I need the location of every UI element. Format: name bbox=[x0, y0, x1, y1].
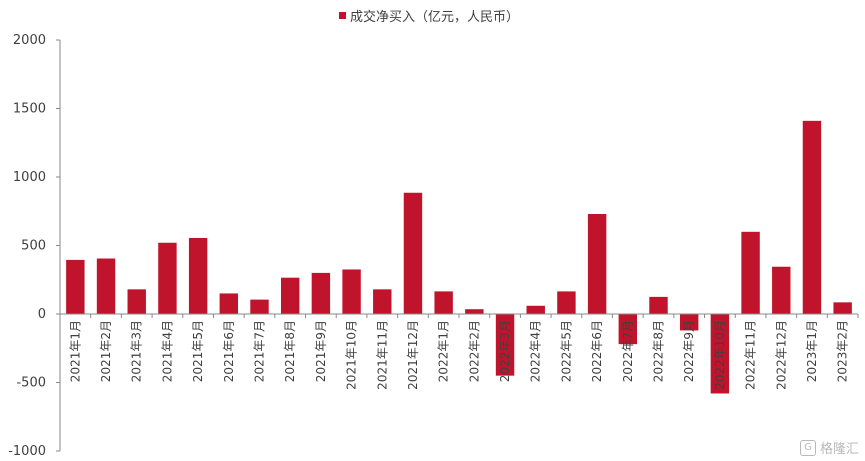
x-tick-label: 2021年10月 bbox=[345, 320, 359, 390]
bar bbox=[66, 259, 85, 314]
y-tick-label: 500 bbox=[21, 239, 46, 254]
x-tick-label: 2022年8月 bbox=[652, 320, 666, 382]
bar bbox=[679, 314, 699, 331]
x-tick-label: 2022年1月 bbox=[437, 320, 451, 382]
bar bbox=[434, 291, 453, 314]
legend-swatch bbox=[339, 12, 346, 19]
bar bbox=[802, 120, 822, 314]
x-tick-label: 2021年5月 bbox=[191, 320, 205, 382]
x-tick-label: 2022年11月 bbox=[744, 320, 758, 390]
x-tick-label: 2022年7月 bbox=[621, 320, 635, 382]
bar bbox=[342, 269, 361, 314]
x-tick-label: 2022年12月 bbox=[774, 320, 788, 390]
x-tick-label: 2022年2月 bbox=[467, 320, 481, 382]
x-tick-label: 2021年11月 bbox=[375, 320, 389, 390]
bar bbox=[311, 272, 331, 314]
legend: 成交净买入（亿元，人民币） bbox=[339, 6, 519, 25]
x-tick-label: 2021年7月 bbox=[253, 320, 267, 382]
x-tick-label: 2022年3月 bbox=[498, 320, 512, 382]
x-tick-label: 2023年1月 bbox=[805, 320, 819, 382]
y-tick-label: 1500 bbox=[13, 102, 46, 117]
bar bbox=[557, 291, 576, 314]
bar bbox=[465, 309, 484, 314]
watermark-logo-icon: G bbox=[799, 439, 816, 456]
bar bbox=[250, 299, 269, 314]
x-tick-label: 2021年8月 bbox=[283, 320, 297, 382]
x-tick-label: 2023年2月 bbox=[836, 320, 850, 382]
bar bbox=[158, 242, 177, 314]
bar bbox=[833, 302, 852, 314]
y-tick-label: 0 bbox=[38, 307, 46, 322]
bar bbox=[127, 289, 146, 314]
x-tick-label: 2021年3月 bbox=[130, 320, 144, 382]
bar bbox=[373, 289, 392, 314]
y-tick-label: 1000 bbox=[13, 170, 46, 185]
bar bbox=[188, 237, 208, 314]
watermark: G 格隆汇 bbox=[799, 438, 859, 457]
x-tick-label: 2021年4月 bbox=[160, 320, 174, 382]
x-tick-label: 2022年5月 bbox=[559, 320, 573, 382]
bar bbox=[649, 296, 668, 314]
bar bbox=[495, 314, 515, 376]
x-tick-label: 2022年4月 bbox=[529, 320, 543, 382]
y-tick-label: -1000 bbox=[8, 444, 46, 459]
bar bbox=[741, 231, 760, 314]
x-tick-label: 2022年6月 bbox=[590, 320, 604, 382]
bar bbox=[219, 293, 239, 314]
bars bbox=[66, 120, 852, 394]
bar bbox=[587, 213, 607, 314]
bar bbox=[772, 266, 791, 314]
x-tick-label: 2022年10月 bbox=[713, 320, 727, 390]
y-tick-label: 2000 bbox=[13, 33, 46, 48]
bar bbox=[618, 314, 638, 345]
x-axis: 2021年1月 2021年2月 2021年3月 2021年4月 2021年5月 2021年… bbox=[59, 313, 859, 390]
x-tick-label: 2021年1月 bbox=[68, 320, 82, 382]
y-tick-label: -500 bbox=[16, 376, 46, 391]
watermark-text: 格隆汇 bbox=[819, 442, 859, 457]
legend-label: 成交净买入（亿元，人民币） bbox=[350, 10, 520, 25]
x-tick-label: 2021年9月 bbox=[314, 320, 328, 382]
bar bbox=[710, 314, 730, 394]
x-tick-label: 2021年12月 bbox=[406, 320, 420, 390]
y-axis: -1000 -500 0 500 1000 1500 2000 bbox=[8, 33, 61, 459]
x-tick-label: 2021年2月 bbox=[99, 320, 113, 382]
bar bbox=[96, 258, 116, 314]
bar bbox=[280, 277, 300, 314]
bar bbox=[526, 305, 545, 314]
bar bbox=[403, 192, 423, 314]
x-tick-label: 2022年9月 bbox=[682, 320, 696, 382]
x-tick-label: 2021年6月 bbox=[222, 320, 236, 382]
